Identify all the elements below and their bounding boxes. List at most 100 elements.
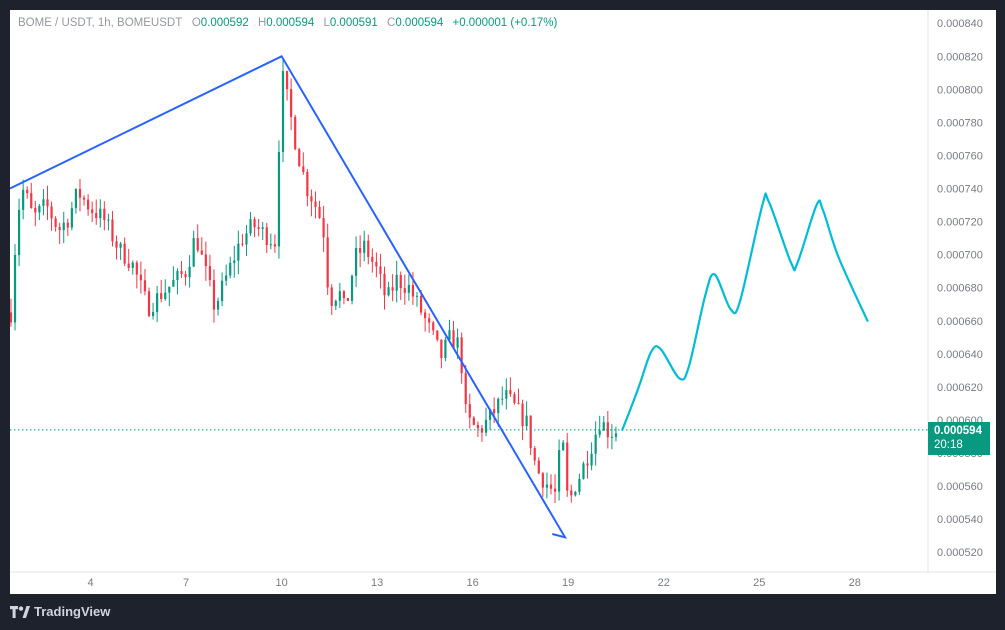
candle-body [237, 243, 240, 261]
time-tick-label: 25 [753, 577, 765, 589]
candle-body [34, 207, 37, 213]
candle-body [342, 291, 346, 299]
zigzag-trendline [10, 54, 568, 539]
price-tick-label: 0.000640 [937, 349, 983, 361]
candle-body [188, 266, 191, 278]
candle-body [241, 243, 244, 245]
candle-body [30, 193, 33, 208]
candle-body [281, 71, 285, 152]
candle-body [233, 260, 236, 263]
candle-body [476, 424, 479, 429]
candle-body [517, 402, 520, 404]
candle-body [574, 491, 577, 496]
candle-body [452, 330, 455, 348]
candle-body [436, 330, 439, 340]
tradingview-logo[interactable]: TradingView [10, 604, 110, 619]
symbol-header: BOME / USDT, 1h, BOMEUSDT O0.000592 H0.0… [18, 17, 557, 29]
candle-body [176, 271, 179, 280]
candle-body [614, 433, 618, 437]
candle-body [160, 293, 163, 299]
candle-body [521, 403, 524, 427]
candle-body [606, 422, 609, 438]
candle-body [135, 262, 138, 275]
candle-body [257, 227, 260, 229]
candle-body [58, 227, 61, 231]
candle-body [74, 188, 78, 209]
price-tick-label: 0.000540 [937, 514, 983, 526]
candle-body [359, 248, 362, 253]
candle-body [399, 274, 402, 289]
candle-body [407, 284, 410, 293]
last-price-tag: 0.000594 20:18 [928, 421, 990, 455]
candle-body [302, 166, 305, 173]
candle-body [26, 189, 29, 194]
candle-body [66, 222, 69, 228]
candle-body [139, 274, 142, 281]
price-tick-label: 0.000740 [937, 184, 983, 196]
candle-body [493, 409, 496, 414]
candle-body [95, 212, 98, 219]
candle-body [590, 453, 593, 466]
candle-body [91, 209, 94, 213]
candle-body [444, 339, 447, 359]
price-tick-label: 0.000520 [937, 547, 983, 559]
candle-body [156, 293, 159, 313]
candle-body [338, 291, 341, 301]
candle-body [164, 292, 167, 299]
candle-body [54, 218, 57, 228]
change-value: +0.000001 (+0.17%) [452, 17, 558, 29]
candle-body [127, 263, 130, 268]
candle-body [253, 219, 256, 228]
candle-body [610, 436, 613, 438]
candle-body [432, 322, 435, 331]
candle-body [460, 337, 463, 374]
candle-body [103, 208, 106, 221]
chart-svg[interactable]: 0.000840 0.000820 0.000800 0.000780 0.000760… [10, 10, 996, 594]
candle-body [448, 330, 451, 340]
price-tick-label: 0.000780 [937, 117, 983, 129]
candle-body [42, 199, 45, 206]
candle-body [403, 288, 406, 293]
candles-layer [10, 57, 618, 504]
candle-body [123, 243, 126, 264]
candle-body [168, 286, 171, 293]
symbol-label: BOME / USDT, 1h, BOMEUSDT [18, 17, 183, 29]
candle-body [322, 217, 325, 238]
close-label: C [387, 17, 396, 29]
candle-body [586, 463, 589, 466]
candle-body [484, 419, 488, 433]
candle-body [346, 298, 350, 301]
candle-body [383, 273, 386, 296]
candle-body [249, 219, 252, 234]
candle-body [395, 274, 398, 291]
candle-body [468, 404, 471, 418]
candle-body [115, 241, 118, 248]
candle-body [294, 116, 297, 150]
candle-body [229, 262, 232, 276]
last-price-value: 0.000594 [934, 424, 982, 437]
candle-body [472, 417, 475, 425]
candle-body [509, 390, 512, 395]
time-tick-label: 13 [371, 577, 383, 589]
candle-body [290, 89, 293, 117]
candle-body [62, 222, 65, 231]
candle-body [261, 227, 264, 229]
candle-body [501, 398, 504, 400]
candle-body [172, 279, 175, 287]
candle-body [273, 244, 276, 247]
price-tick-label: 0.000760 [937, 150, 983, 162]
candle-body [310, 196, 313, 202]
chart-frame[interactable]: 0.000840 0.000820 0.000800 0.000780 0.000760… [10, 10, 996, 594]
price-tick-label: 0.000560 [937, 481, 983, 493]
candle-body [10, 312, 13, 323]
price-tick-label: 0.000680 [937, 283, 983, 295]
candle-body [363, 240, 366, 253]
candle-body [541, 473, 544, 488]
candle-body [582, 463, 585, 479]
candle-body [285, 71, 289, 90]
price-tick-label: 0.000660 [937, 316, 983, 328]
time-tick-label: 19 [562, 577, 574, 589]
candle-body [424, 312, 427, 319]
open-value: 0.000592 [200, 17, 249, 29]
candle-body [513, 394, 516, 403]
